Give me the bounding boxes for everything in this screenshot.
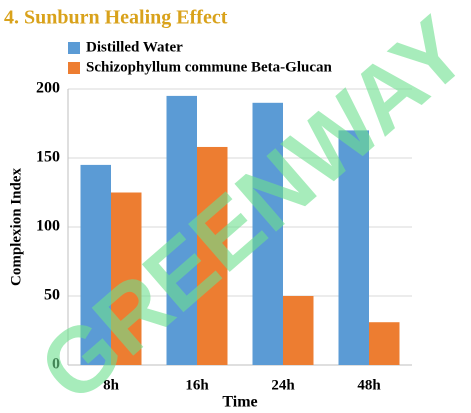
- x-axis-label: Time: [222, 394, 257, 411]
- bar: [338, 130, 369, 365]
- legend-label: Distilled Water: [86, 39, 183, 55]
- bar: [111, 192, 142, 365]
- x-tick-label: 24h: [271, 377, 295, 393]
- y-tick-label: 150: [36, 149, 60, 166]
- y-tick-label: 100: [36, 218, 60, 235]
- bar: [80, 164, 111, 365]
- y-tick-label: 50: [44, 287, 60, 304]
- bar: [252, 102, 283, 366]
- y-tick-label: 0: [52, 356, 60, 373]
- chart-title: 4. Sunburn Healing Effect: [4, 7, 228, 29]
- bar: [283, 296, 314, 365]
- bar: [197, 146, 228, 365]
- legend-swatch: [68, 42, 80, 54]
- legend-swatch: [68, 62, 80, 74]
- bar: [369, 322, 400, 365]
- x-tick-label: 48h: [357, 377, 381, 393]
- x-tick-label: 16h: [185, 377, 209, 393]
- legend-label: Schizophyllum commune Beta-Glucan: [86, 59, 333, 75]
- x-tick-label: 8h: [103, 377, 120, 393]
- y-tick-label: 200: [36, 80, 60, 97]
- y-axis-label: Complexion Index: [8, 168, 24, 286]
- bar: [166, 95, 197, 366]
